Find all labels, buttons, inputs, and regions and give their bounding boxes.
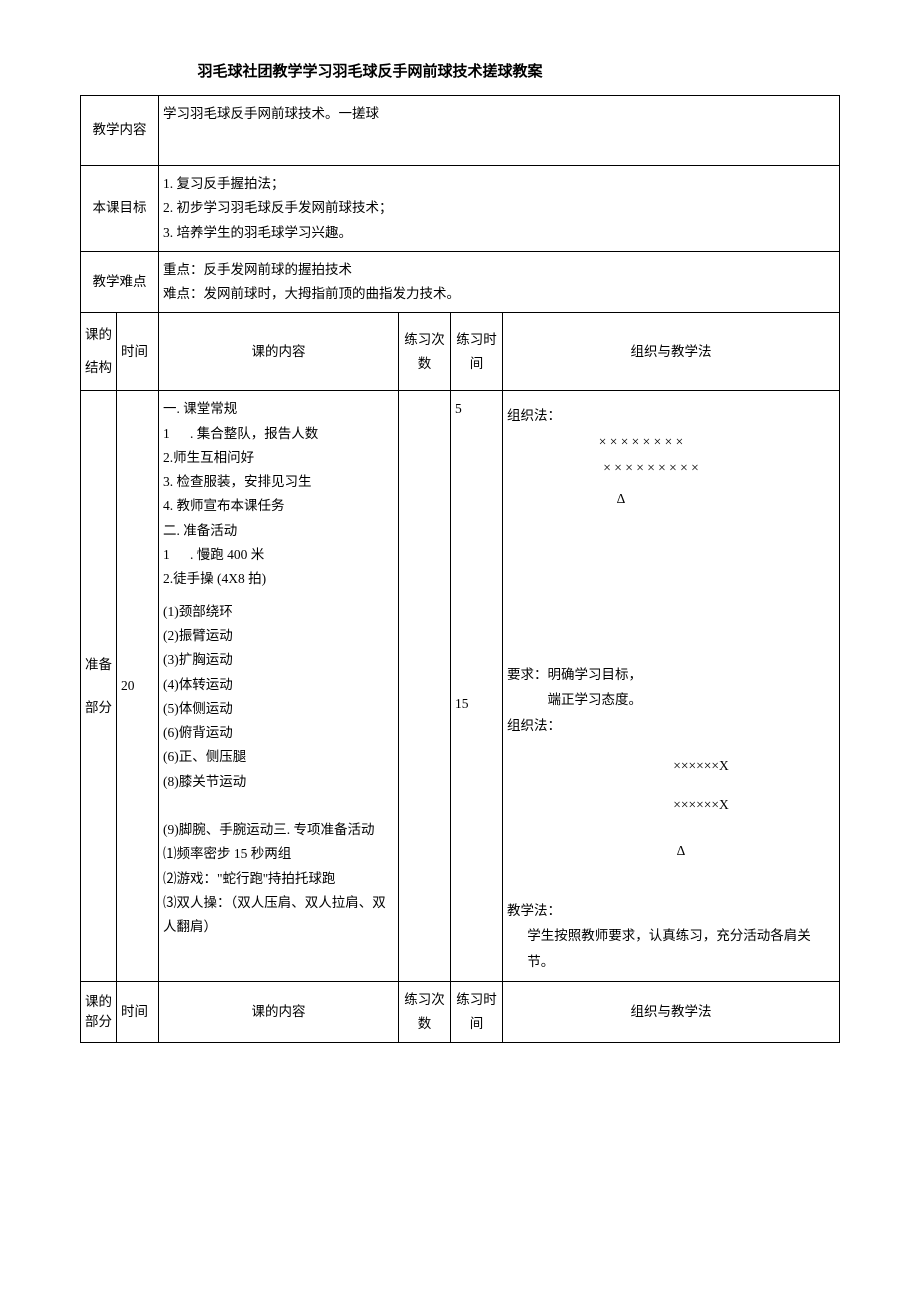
hdr-structure-2: 课的部分 — [81, 981, 117, 1043]
hdr-ptime-1: 练习时间 — [451, 313, 503, 391]
label-goal: 本课目标 — [81, 166, 159, 252]
prep-m6: 端正学习态度。 — [507, 687, 835, 713]
hdr-time-2: 时间 — [117, 981, 159, 1043]
prep-c18: ⑴频率密步 15 秒两组 — [163, 842, 394, 866]
prep-c13: (5)体侧运动 — [163, 697, 394, 721]
prep-c15: (6)正、侧压腿 — [163, 745, 394, 769]
lesson-plan-table: 教学内容 学习羽毛球反手网前球技术。一搓球 本课目标 1. 复习反手握拍法； 2… — [80, 95, 840, 1043]
hdr-ptime-2: 练习时间 — [451, 981, 503, 1043]
hdr-structure-2-text: 课的部分 — [85, 994, 112, 1029]
label-difficulty: 教学难点 — [81, 251, 159, 313]
prep-time-value: 20 — [117, 391, 159, 981]
difficulty-hard: 难点：发网前球时，大拇指前顶的曲指发力技术。 — [163, 282, 835, 306]
prep-c2: 1 . 集合整队，报告人数 — [163, 422, 394, 446]
prep-c8: 2.徒手操 (4X8 拍) — [163, 567, 394, 591]
goal-line-2: 2. 初步学习羽毛球反手发网前球技术； — [163, 196, 835, 220]
prep-m8: ××××××X — [507, 753, 835, 779]
difficulty-focus: 重点：反手发网前球的握拍技术 — [163, 258, 835, 282]
prep-m12: 学生按照教师要求，认真练习，充分活动各肩关节。 — [507, 923, 835, 974]
prep-c2a: 1 — [163, 426, 170, 441]
prep-c2b: . 集合整队，报告人数 — [190, 426, 318, 441]
hdr-time-1: 时间 — [117, 313, 159, 391]
hdr-method-2: 组织与教学法 — [503, 981, 840, 1043]
hdr-time-2-text: 时间 — [121, 1004, 148, 1019]
prep-m2: × × × × × × × × — [507, 429, 835, 455]
prep-structure-label-text: 准备部分 — [85, 657, 112, 715]
value-goal: 1. 复习反手握拍法； 2. 初步学习羽毛球反手发网前球技术； 3. 培养学生的… — [159, 166, 840, 252]
hdr-content-2: 课的内容 — [159, 981, 399, 1043]
hdr-structure-1: 课的结构 — [81, 313, 117, 391]
goal-line-3: 3. 培养学生的羽毛球学习兴趣。 — [163, 221, 835, 245]
prep-ptime2: 15 — [455, 692, 498, 716]
prep-c3: 2.师生互相问好 — [163, 446, 394, 470]
value-teach-content: 学习羽毛球反手网前球技术。一搓球 — [159, 96, 840, 166]
prep-c11: (3)扩胸运动 — [163, 648, 394, 672]
prep-c14: (6)俯背运动 — [163, 721, 394, 745]
value-difficulty: 重点：反手发网前球的握拍技术 难点：发网前球时，大拇指前顶的曲指发力技术。 — [159, 251, 840, 313]
prep-structure-label: 准备部分 — [81, 391, 117, 981]
prep-c9: (1)颈部绕环 — [163, 600, 394, 624]
prep-m9: ××××××X — [507, 792, 835, 818]
hdr-time-1-text: 时间 — [121, 344, 148, 359]
prep-c16: (8)膝关节运动 — [163, 770, 394, 794]
prep-c7a: 1 — [163, 547, 170, 562]
hdr-structure-1-text: 课的结构 — [85, 327, 112, 374]
prep-m1: 组织法： — [507, 403, 835, 429]
hdr-reps-2: 练习次数 — [399, 981, 451, 1043]
prep-m11: 教学法： — [507, 898, 835, 924]
prep-c7b: . 慢跑 400 米 — [190, 547, 264, 562]
prep-c1: 一. 课堂常规 — [163, 397, 394, 421]
hdr-reps-1: 练习次数 — [399, 313, 451, 391]
prep-method-cell: 组织法： × × × × × × × × × × × × × × × × × Δ… — [503, 391, 840, 981]
prep-c10: (2)振臂运动 — [163, 624, 394, 648]
prep-ptime-cell: 5 15 — [451, 391, 503, 981]
prep-m10: Δ — [507, 838, 835, 864]
prep-c6: 二. 准备活动 — [163, 519, 394, 543]
prep-c12: (4)体转运动 — [163, 673, 394, 697]
prep-c20: ⑶双人操：（双人压肩、双人拉肩、双人翻肩） — [163, 891, 394, 940]
prep-c4: 3. 检查服装，安排见习生 — [163, 470, 394, 494]
prep-reps-cell — [399, 391, 451, 981]
prep-m3: × × × × × × × × × — [507, 455, 835, 481]
prep-c5: 4. 教师宣布本课任务 — [163, 494, 394, 518]
prep-c19: ⑵游戏："蛇行跑''持拍托球跑 — [163, 867, 394, 891]
document-title: 羽毛球社团教学学习羽毛球反手网前球技术搓球教案 — [80, 60, 840, 81]
prep-c17: (9)脚腕、手腕运动三. 专项准备活动 — [163, 818, 394, 842]
prep-ptime1: 5 — [455, 397, 498, 421]
hdr-content-1: 课的内容 — [159, 313, 399, 391]
prep-c7: 1 . 慢跑 400 米 — [163, 543, 394, 567]
prep-m5: 要求：明确学习目标， — [507, 662, 835, 688]
prep-m4: Δ — [507, 486, 835, 512]
prep-content-cell: 一. 课堂常规 1 . 集合整队，报告人数 2.师生互相问好 3. 检查服装，安… — [159, 391, 399, 981]
label-teach-content: 教学内容 — [81, 96, 159, 166]
prep-m7: 组织法： — [507, 713, 835, 739]
goal-line-1: 1. 复习反手握拍法； — [163, 172, 835, 196]
hdr-method-1: 组织与教学法 — [503, 313, 840, 391]
